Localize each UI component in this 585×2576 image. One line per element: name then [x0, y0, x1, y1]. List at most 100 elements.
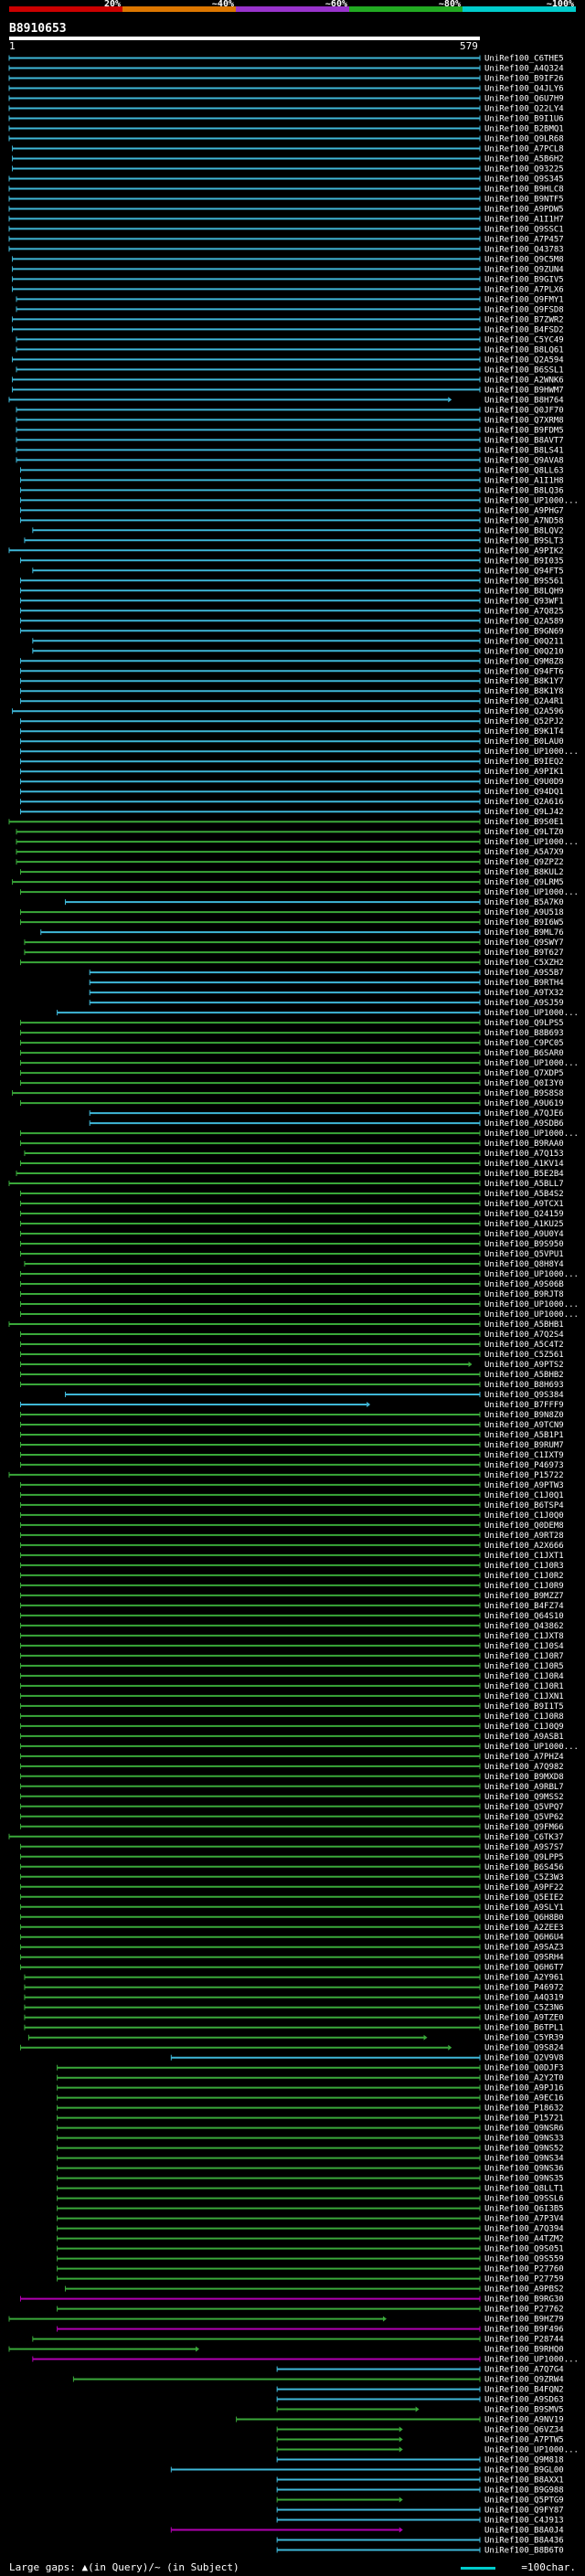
hit-label[interactable]: UniRef100_B4FZ74: [484, 1602, 564, 1611]
hit-label[interactable]: UniRef100_Q5PTG9: [484, 2496, 564, 2506]
hit-label[interactable]: UniRef100_A9SLY1: [484, 1903, 564, 1913]
hit-label[interactable]: UniRef100_Q0Q211: [484, 637, 564, 646]
hit-label[interactable]: UniRef100_B8K1Y8: [484, 687, 564, 696]
hit-label[interactable]: UniRef100_A5B1P1: [484, 1431, 564, 1440]
hit-label[interactable]: UniRef100_B8B693: [484, 1029, 564, 1038]
hit-label[interactable]: UniRef100_Q9S559: [484, 2255, 564, 2264]
hit-label[interactable]: UniRef100_B8LQH9: [484, 587, 564, 596]
hit-label[interactable]: UniRef100_C1JXN1: [484, 1692, 564, 1701]
hit-label[interactable]: UniRef100_B9HWM7: [484, 386, 564, 395]
hit-label[interactable]: UniRef100_A9PF22: [484, 1883, 564, 1892]
hit-label[interactable]: UniRef100_Q2V9V8: [484, 2054, 564, 2063]
hit-label[interactable]: UniRef100_A1KV14: [484, 1160, 564, 1169]
hit-label[interactable]: UniRef100_B9MZZ7: [484, 1592, 564, 1601]
hit-label[interactable]: UniRef100_A5BHB2: [484, 1371, 564, 1380]
hit-label[interactable]: UniRef100_A9S7S7: [484, 1843, 564, 1852]
hit-label[interactable]: UniRef100_A7Q825: [484, 607, 564, 616]
hit-label[interactable]: UniRef100_B8B6T0: [484, 2547, 564, 2556]
hit-label[interactable]: UniRef100_C1J0R4: [484, 1672, 564, 1681]
hit-label[interactable]: UniRef100_P27759: [484, 2275, 564, 2284]
hit-label[interactable]: UniRef100_Q6I3B5: [484, 2205, 564, 2214]
hit-label[interactable]: UniRef100_Q9LJ42: [484, 808, 564, 817]
hit-label[interactable]: UniRef100_Q7XRM8: [484, 416, 564, 425]
hit-label[interactable]: UniRef100_A9NV19: [484, 2416, 564, 2425]
hit-label[interactable]: UniRef100_Q94DQ1: [484, 788, 564, 797]
hit-label[interactable]: UniRef100_C6THE5: [484, 54, 564, 63]
hit-label[interactable]: UniRef100_A9PDW5: [484, 205, 564, 214]
hit-label[interactable]: UniRef100_A9TCN9: [484, 1421, 564, 1430]
hit-label[interactable]: UniRef100_Q9LPP5: [484, 1853, 564, 1862]
hit-label[interactable]: UniRef100_Q0I3Y0: [484, 1079, 564, 1088]
hit-label[interactable]: UniRef100_B9GL00: [484, 2466, 564, 2475]
hit-label[interactable]: UniRef100_UP1000...: [484, 747, 579, 757]
hit-label[interactable]: UniRef100_A2Y2T0: [484, 2074, 564, 2083]
hit-label[interactable]: UniRef100_B0LAU0: [484, 737, 564, 747]
hit-label[interactable]: UniRef100_Q9C5M8: [484, 255, 564, 264]
hit-label[interactable]: UniRef100_Q2A4R1: [484, 697, 564, 706]
hit-label[interactable]: UniRef100_Q43783: [484, 245, 564, 254]
hit-label[interactable]: UniRef100_B4FSD2: [484, 325, 564, 334]
hit-label[interactable]: UniRef100_UP1000...: [484, 2356, 579, 2365]
hit-label[interactable]: UniRef100_Q9SSL6: [484, 2195, 564, 2204]
hit-label[interactable]: UniRef100_Q9NS36: [484, 2165, 564, 2174]
hit-label[interactable]: UniRef100_B8H693: [484, 1381, 564, 1390]
hit-label[interactable]: UniRef100_Q43862: [484, 1622, 564, 1631]
hit-label[interactable]: UniRef100_Q5VPQ7: [484, 1803, 564, 1812]
hit-label[interactable]: UniRef100_A9S06B: [484, 1280, 564, 1289]
hit-label[interactable]: UniRef100_B8LS41: [484, 446, 564, 455]
hit-label[interactable]: UniRef100_Q2A596: [484, 707, 564, 716]
hit-label[interactable]: UniRef100_A9TZE0: [484, 2014, 564, 2023]
hit-label[interactable]: UniRef100_B9GN69: [484, 627, 564, 636]
hit-label[interactable]: UniRef100_Q9NS52: [484, 2145, 564, 2154]
hit-label[interactable]: UniRef100_B9ML76: [484, 928, 564, 938]
hit-label[interactable]: UniRef100_Q9LR68: [484, 134, 564, 143]
hit-label[interactable]: UniRef100_B9S561: [484, 577, 564, 586]
hit-label[interactable]: UniRef100_Q9U0D9: [484, 778, 564, 787]
hit-label[interactable]: UniRef100_A9SJ59: [484, 999, 564, 1008]
hit-label[interactable]: UniRef100_C1J0S4: [484, 1642, 564, 1651]
hit-label[interactable]: UniRef100_A9PIK2: [484, 546, 564, 556]
hit-label[interactable]: UniRef100_C9PC05: [484, 1039, 564, 1048]
hit-label[interactable]: UniRef100_C1J0R7: [484, 1652, 564, 1661]
hit-label[interactable]: UniRef100_Q5VP62: [484, 1813, 564, 1822]
hit-label[interactable]: UniRef100_B8AXX1: [484, 2476, 564, 2486]
hit-label[interactable]: UniRef100_A9PIK1: [484, 768, 564, 777]
hit-label[interactable]: UniRef100_Q5EIE2: [484, 1893, 564, 1903]
hit-label[interactable]: UniRef100_C1JXT8: [484, 1632, 564, 1641]
hit-label[interactable]: UniRef100_UP1000...: [484, 838, 579, 847]
hit-label[interactable]: UniRef100_Q64S10: [484, 1612, 564, 1621]
hit-label[interactable]: UniRef100_B8LQV2: [484, 526, 564, 535]
hit-label[interactable]: UniRef100_Q22LY4: [484, 104, 564, 113]
hit-label[interactable]: UniRef100_Q9NS35: [484, 2175, 564, 2184]
hit-label[interactable]: UniRef100_B8KUL2: [484, 868, 564, 877]
hit-label[interactable]: UniRef100_A7P457: [484, 235, 564, 244]
hit-label[interactable]: UniRef100_A9U518: [484, 908, 564, 917]
hit-label[interactable]: UniRef100_B6SAR0: [484, 1049, 564, 1058]
hit-label[interactable]: UniRef100_B9S0E1: [484, 818, 564, 827]
hit-label[interactable]: UniRef100_A2Y961: [484, 1974, 564, 1983]
hit-label[interactable]: UniRef100_A4Q319: [484, 1994, 564, 2003]
hit-label[interactable]: UniRef100_P27762: [484, 2306, 564, 2315]
hit-label[interactable]: UniRef100_A9PTS2: [484, 1361, 564, 1370]
hit-label[interactable]: UniRef100_A2ZEE3: [484, 1924, 564, 1933]
hit-label[interactable]: UniRef100_C1JXT1: [484, 1552, 564, 1561]
hit-label[interactable]: UniRef100_B6SSL1: [484, 366, 564, 375]
hit-label[interactable]: UniRef100_Q9FSD8: [484, 305, 564, 314]
hit-label[interactable]: UniRef100_A9PHG7: [484, 506, 564, 515]
hit-label[interactable]: UniRef100_Q94FT6: [484, 667, 564, 676]
hit-label[interactable]: UniRef100_B9I1T5: [484, 1702, 564, 1712]
hit-label[interactable]: UniRef100_Q9M818: [484, 2456, 564, 2465]
hit-label[interactable]: UniRef100_B9I035: [484, 557, 564, 566]
hit-label[interactable]: UniRef100_P46972: [484, 1984, 564, 1993]
hit-label[interactable]: UniRef100_P15721: [484, 2115, 564, 2124]
hit-label[interactable]: UniRef100_Q7XDP5: [484, 1069, 564, 1078]
hit-label[interactable]: UniRef100_B9T627: [484, 949, 564, 958]
hit-label[interactable]: UniRef100_Q9AVA8: [484, 456, 564, 465]
hit-label[interactable]: UniRef100_Q8LLT1: [484, 2185, 564, 2194]
hit-label[interactable]: UniRef100_A9SAZ3: [484, 1944, 564, 1953]
hit-label[interactable]: UniRef100_P46973: [484, 1461, 564, 1470]
hit-label[interactable]: UniRef100_A7PLX6: [484, 285, 564, 294]
hit-label[interactable]: UniRef100_A7Q153: [484, 1150, 564, 1159]
hit-label[interactable]: UniRef100_C1J0R8: [484, 1712, 564, 1722]
hit-label[interactable]: UniRef100_A7PHZ4: [484, 1753, 564, 1762]
